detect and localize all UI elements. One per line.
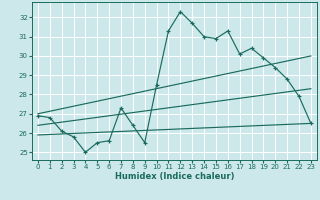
X-axis label: Humidex (Indice chaleur): Humidex (Indice chaleur)	[115, 172, 234, 181]
